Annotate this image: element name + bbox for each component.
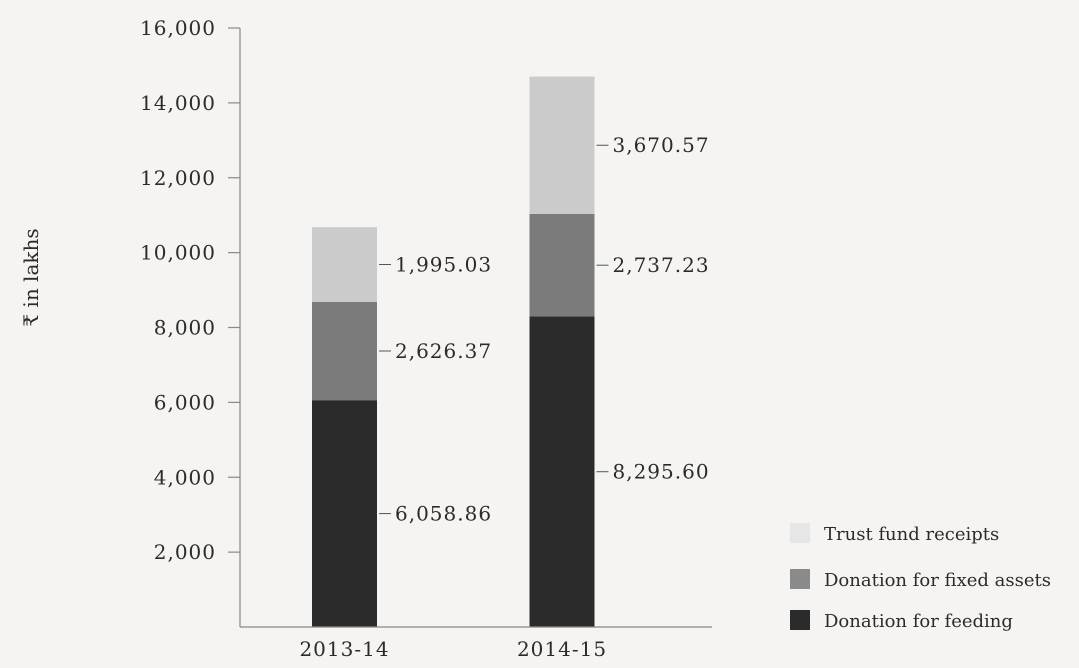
legend-swatch — [790, 610, 810, 630]
bar-segment-2-2013-14 — [312, 301, 377, 401]
legend-swatch — [790, 569, 810, 589]
y-tick-label: 6,000 — [154, 390, 216, 414]
y-tick-label: 12,000 — [140, 166, 216, 190]
y-tick-label: 8,000 — [154, 316, 216, 340]
y-tick-label: 4,000 — [154, 465, 216, 489]
legend-label: Trust fund receipts — [824, 524, 999, 545]
legend-label: Donation for fixed assets — [824, 570, 1051, 591]
x-tick-label: 2014-15 — [517, 637, 607, 661]
y-tick-label: 16,000 — [140, 16, 216, 40]
value-label: 2,626.37 — [395, 339, 492, 363]
bar-segment-3-2013-14 — [312, 227, 377, 302]
y-tick-label: 10,000 — [140, 241, 216, 265]
value-label: 6,058.86 — [395, 502, 492, 526]
value-label: 8,295.60 — [613, 460, 710, 484]
bar-segment-1-2014-15 — [529, 316, 595, 627]
y-tick-label: 2,000 — [154, 540, 216, 564]
legend-swatch — [790, 523, 810, 543]
y-axis-label: ₹ in lakhs — [19, 228, 43, 326]
bar-segment-2-2014-15 — [529, 213, 595, 317]
bar-segment-1-2013-14 — [312, 400, 377, 627]
legend-label: Donation for feeding — [824, 611, 1013, 632]
bar-segment-3-2014-15 — [529, 76, 595, 214]
y-tick-label: 14,000 — [140, 91, 216, 115]
value-label: 2,737.23 — [613, 253, 710, 277]
x-tick-label: 2013-14 — [299, 637, 389, 661]
value-label: 1,995.03 — [395, 253, 492, 277]
value-label: 3,670.57 — [613, 133, 710, 157]
